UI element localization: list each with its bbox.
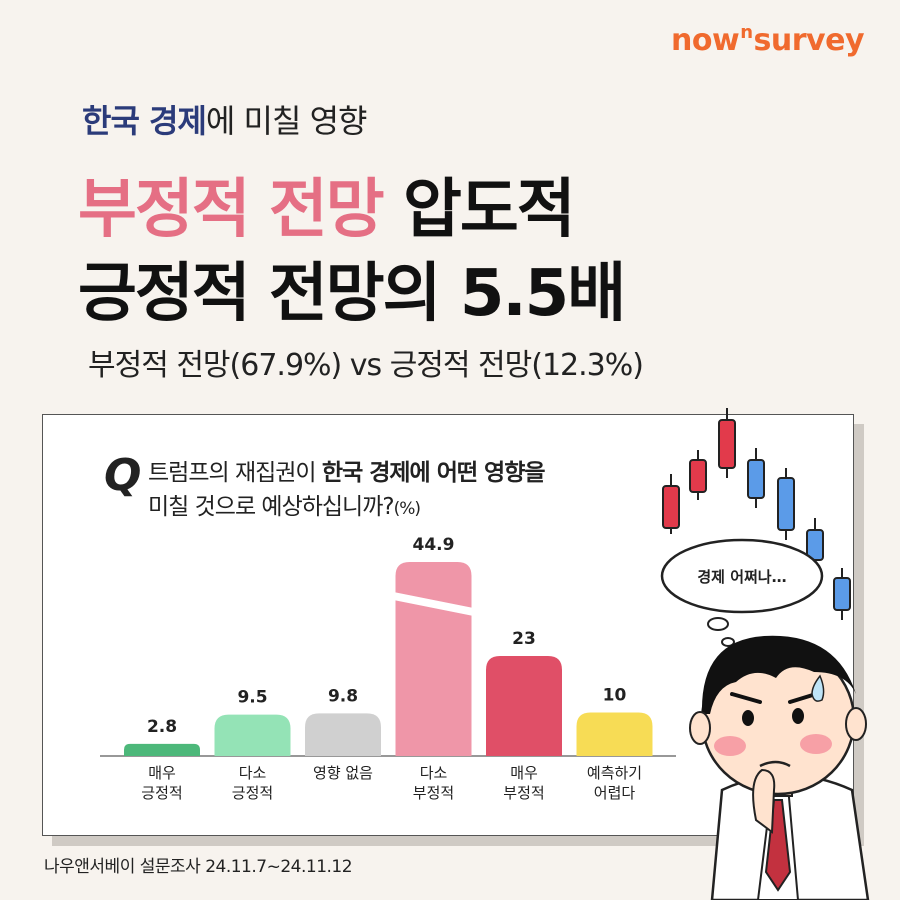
worried-man-illustration bbox=[689, 635, 870, 900]
question-text: 트럼프의 재집권이 한국 경제에 어떤 영향을 미칠 것으로 예상하십니까?(%) bbox=[148, 460, 546, 520]
data-label-1: 9.5 bbox=[237, 688, 267, 708]
bar-4 bbox=[486, 655, 562, 756]
eyebrow-title: 한국 경제에 미칠 영향 bbox=[82, 96, 368, 142]
headline-line1-rest: 압도적 bbox=[382, 173, 576, 247]
unit-label: (%) bbox=[393, 499, 421, 519]
bar-1 bbox=[214, 714, 291, 756]
category-label-4: 매우 부정적 bbox=[503, 764, 544, 802]
headline-line1: 부정적 전망 압도적 bbox=[78, 168, 624, 252]
bar-0 bbox=[124, 743, 200, 756]
headline: 부정적 전망 압도적 긍정적 전망의 5.5배 bbox=[78, 168, 626, 336]
headline-highlight: 부정적 전망 bbox=[78, 173, 385, 247]
eyebrow-rest: 에 미칠 영향 bbox=[205, 102, 368, 140]
axis-break-mark bbox=[393, 592, 474, 616]
category-label-1: 다소 긍정적 bbox=[232, 764, 273, 802]
data-label-3: 44.9 bbox=[413, 535, 455, 555]
data-label-5: 10 bbox=[603, 686, 627, 706]
category-label-5: 예측하기 어렵다 bbox=[587, 764, 642, 802]
thought-bubble: 경제 어쩌나… bbox=[660, 538, 824, 647]
nownsurvey-logo: nownsurvey bbox=[671, 22, 864, 58]
thought-bubble-text: 경제 어쩌나… bbox=[697, 568, 786, 586]
category-label-2: 영향 없음 bbox=[313, 764, 373, 782]
data-label-0: 2.8 bbox=[147, 717, 177, 737]
question-mark: Q bbox=[104, 450, 142, 501]
category-label-0: 매우 긍정적 bbox=[141, 764, 182, 802]
data-label-2: 9.8 bbox=[328, 686, 358, 706]
bar-2 bbox=[305, 713, 381, 756]
data-label-4: 23 bbox=[512, 629, 536, 649]
eyebrow-highlight: 한국 경제 bbox=[82, 102, 207, 140]
subheadline: 부정적 전망(67.9%) vs 긍정적 전망(12.3%) bbox=[88, 348, 644, 383]
bar-5 bbox=[576, 712, 653, 756]
source-note: 나우앤서베이 설문조사 24.11.7~24.11.12 bbox=[44, 857, 353, 877]
headline-line2: 긍정적 전망의 5.5배 bbox=[78, 257, 626, 331]
category-label-3: 다소 부정적 bbox=[413, 764, 454, 802]
bar-3 bbox=[395, 562, 472, 756]
